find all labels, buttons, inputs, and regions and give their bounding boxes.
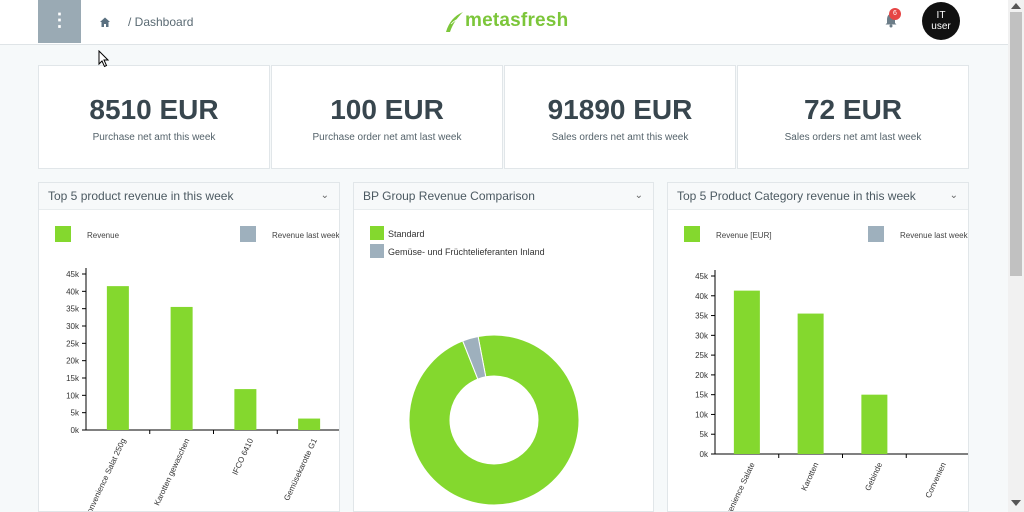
y-tick-label: 20k — [66, 357, 80, 366]
mouse-cursor-icon — [98, 50, 110, 68]
legend-swatch — [55, 226, 71, 242]
y-tick-label: 10k — [66, 391, 80, 400]
kpi-label: Sales orders net amt last week — [784, 132, 922, 143]
legend-label: Revenue [EUR] — [716, 231, 772, 240]
chevron-down-icon[interactable]: ⌄ — [320, 190, 329, 201]
kpi-label: Purchase net amt this week — [92, 132, 216, 143]
y-tick-label: 15k — [66, 374, 80, 383]
kpi-value: 100 EUR — [330, 94, 444, 125]
kpi-card[interactable]: 100 EUR Purchase order net amt last week — [271, 65, 503, 169]
x-tick-label: Gebinde — [863, 461, 884, 493]
legend-label: Standard — [388, 229, 425, 239]
scrollbar-thumb[interactable] — [1010, 12, 1022, 276]
bar-chart-product: Revenue Revenue last week 0k 5k 10k 15k 20k 25k… — [55, 226, 340, 512]
x-tick-label: Gemüsekarotte G1 — [282, 437, 319, 503]
x-tick-label: IFCO 6410 — [230, 437, 255, 477]
y-tick-label: 20k — [695, 371, 709, 380]
kpi-label: Sales orders net amt this week — [551, 132, 689, 143]
legend-swatch — [370, 226, 384, 240]
donut-chart-bp-group: Standard Gemüse- und Früchtelieferanten I… — [370, 226, 580, 506]
y-tick-label: 15k — [695, 391, 709, 400]
y-tick-label: 25k — [66, 339, 80, 348]
bar — [733, 290, 760, 454]
bar — [797, 313, 824, 454]
y-tick-label: 35k — [66, 305, 80, 314]
bar — [106, 286, 129, 430]
kpi-value: 8510 EUR — [89, 94, 219, 125]
metasfresh-logo[interactable]: metasfresh — [443, 6, 568, 36]
legend-swatch — [684, 226, 700, 242]
x-tick-label: Convenien — [924, 461, 948, 499]
legend-label: Revenue — [87, 231, 120, 240]
y-tick-label: 45k — [695, 272, 709, 281]
x-tick-label: Convenience Salat 250g — [83, 437, 128, 512]
menu-button[interactable]: ⋮ — [38, 0, 81, 43]
y-tick-label: 0k — [71, 426, 80, 435]
x-tick-label: Karotten — [799, 461, 820, 492]
legend-swatch — [240, 226, 256, 242]
bar — [861, 394, 888, 454]
x-tick-label: Karotten gewaschen — [152, 437, 191, 507]
y-tick-label: 0k — [700, 450, 709, 459]
panel-top5-category: Top 5 Product Category revenue in this w… — [667, 182, 969, 512]
kpi-card[interactable]: 8510 EUR Purchase net amt this week — [38, 65, 270, 169]
y-tick-label: 40k — [66, 287, 80, 296]
y-tick-label: 30k — [695, 331, 709, 340]
panel-title: Top 5 product revenue in this week — [48, 189, 234, 203]
home-icon[interactable] — [99, 16, 111, 28]
chevron-down-icon[interactable]: ⌄ — [949, 190, 958, 201]
y-tick-label: 45k — [66, 270, 80, 279]
panel-title: BP Group Revenue Comparison — [363, 189, 535, 203]
logo-text: metasfresh — [465, 10, 569, 31]
panel-header: Top 5 Product Category revenue in this w… — [668, 183, 968, 210]
y-tick-label: 30k — [66, 322, 80, 331]
donut-slice — [462, 335, 487, 380]
avatar-line1: IT — [936, 10, 946, 21]
chevron-down-icon[interactable]: ⌄ — [634, 190, 643, 201]
panel-title: Top 5 Product Category revenue in this w… — [677, 189, 916, 203]
legend-swatch — [868, 226, 884, 242]
scroll-up-arrow-icon[interactable] — [1011, 3, 1021, 9]
legend-swatch — [370, 244, 384, 258]
kpi-value: 72 EUR — [803, 94, 903, 125]
leaf-icon — [446, 12, 463, 32]
kpi-row: 8510 EUR Purchase net amt this week 100 … — [38, 65, 969, 169]
y-tick-label: 5k — [700, 430, 709, 439]
legend-label: Revenue last week — [900, 231, 969, 240]
kpi-value: 91890 EUR — [547, 94, 693, 125]
breadcrumb[interactable]: / Dashboard — [128, 15, 194, 29]
y-tick-label: 40k — [695, 292, 709, 301]
kpi-label: Purchase order net amt last week — [312, 132, 462, 143]
kpi-card[interactable]: 91890 EUR Sales orders net amt this week — [504, 65, 736, 169]
notification-badge: 6 — [889, 8, 901, 20]
y-tick-label: 35k — [695, 312, 709, 321]
y-tick-label: 25k — [695, 351, 709, 360]
scroll-down-arrow-icon[interactable] — [1011, 500, 1021, 506]
panel-header: Top 5 product revenue in this week ⌄ — [39, 183, 339, 210]
legend-label: Revenue last week — [272, 231, 340, 240]
donut-slice — [408, 334, 580, 506]
bar-chart-category: Revenue [EUR] Revenue last week 0k 5k 10k 15k… — [684, 226, 969, 512]
top-bar — [0, 0, 1008, 45]
panel-header: BP Group Revenue Comparison ⌄ — [354, 183, 653, 210]
panel-bp-group: BP Group Revenue Comparison ⌄ Standard Ge… — [353, 182, 654, 512]
bar — [234, 389, 257, 430]
x-tick-label: Convenience Salate — [718, 461, 757, 512]
user-avatar[interactable]: IT user — [922, 2, 960, 40]
y-tick-label: 5k — [71, 409, 80, 418]
avatar-line2: user — [931, 21, 951, 32]
panel-top5-product: Top 5 product revenue in this week ⌄ Rev… — [38, 182, 340, 512]
legend-label: Gemüse- und Früchtelieferanten Inland — [388, 247, 545, 257]
bar — [170, 306, 193, 430]
y-tick-label: 10k — [695, 410, 709, 419]
bar — [298, 418, 321, 430]
kpi-card[interactable]: 72 EUR Sales orders net amt last week — [737, 65, 969, 169]
